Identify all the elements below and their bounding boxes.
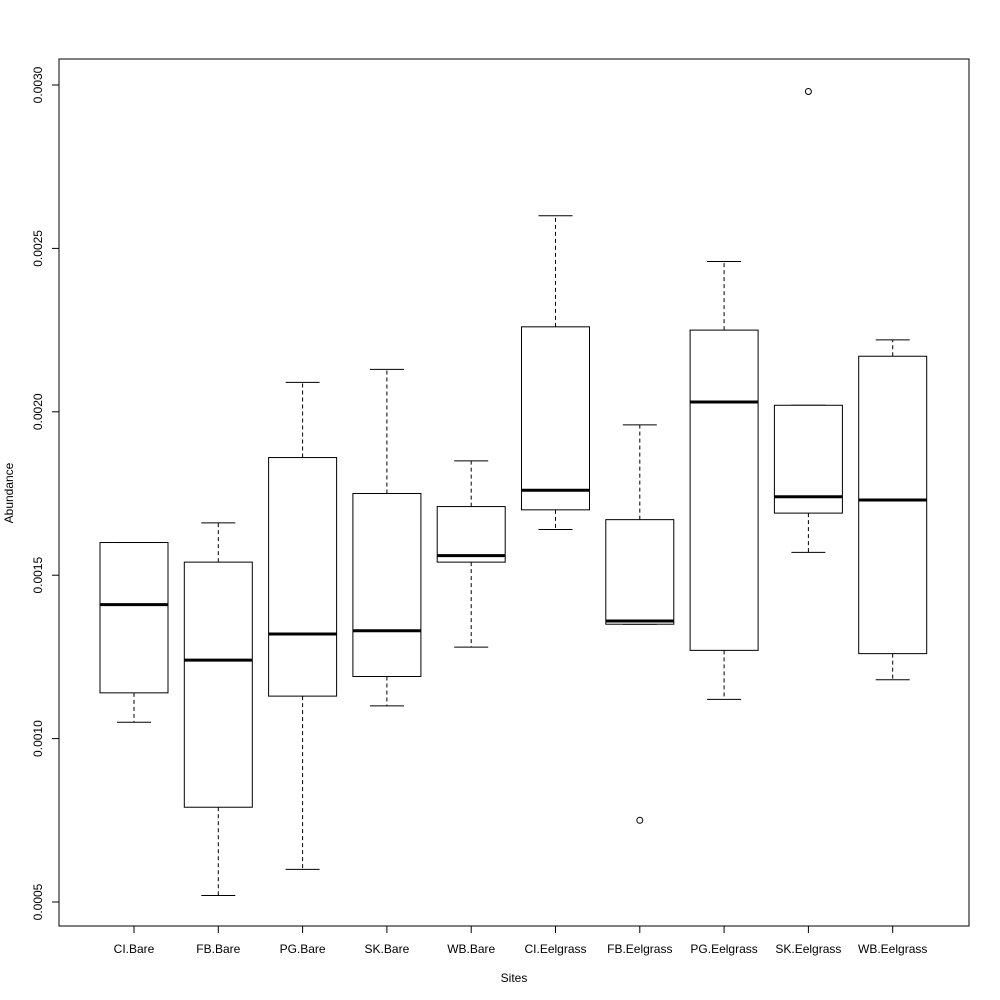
iqr-box [773,404,843,514]
iqr-box [605,519,675,625]
iqr-box [99,542,169,694]
iqr-box [689,329,759,651]
outlier-point [636,816,644,824]
iqr-box [352,493,422,678]
x-tick-label: PG.Eelgrass [690,942,757,956]
y-tick-label: 0.0020 [31,393,45,430]
box-pg-eelgrass [689,260,759,700]
box-wb-eelgrass [858,339,928,681]
x-tick-label: SK.Eelgrass [775,942,841,956]
outlier-point [804,88,812,96]
iqr-box [858,355,928,655]
x-tick-label: SK.Bare [365,942,410,956]
x-tick-label: CI.Eelgrass [524,942,586,956]
iqr-box [268,457,338,697]
y-tick-label: 0.0025 [31,230,45,267]
y-axis: 0.0005 0.0010 0.0015 0.0020 0.0025 0.0030 [31,66,59,920]
box-sk-bare [352,368,422,707]
box-ci-bare [99,542,169,723]
box-fb-eelgrass [605,424,675,824]
x-tick-label: PG.Bare [280,942,326,956]
plot-frame [58,58,970,927]
x-axis: CI.Bare FB.Bare PG.Bare SK.Bare WB.Bare CI.Ee… [114,926,927,956]
y-tick-label: 0.0010 [31,720,45,757]
iqr-box [521,326,590,511]
x-axis-label: Sites [501,971,528,985]
y-tick-label: 0.0030 [31,66,45,103]
x-tick-label: FB.Bare [196,942,240,956]
x-tick-label: WB.Eelgrass [858,942,927,956]
box-sk-eelgrass [773,88,843,553]
x-tick-label: FB.Eelgrass [607,942,672,956]
box-fb-bare [183,522,253,896]
y-tick-label: 0.0015 [31,557,45,594]
iqr-box [436,506,506,563]
y-axis-label: Abundance [2,462,16,523]
box-wb-bare [436,460,506,648]
x-tick-label: CI.Bare [114,942,155,956]
y-tick-label: 0.0005 [31,883,45,920]
box-ci-eelgrass [521,215,590,530]
box-pg-bare [268,381,338,870]
x-tick-label: WB.Bare [447,942,495,956]
box-series [99,88,928,896]
iqr-box [183,561,253,808]
